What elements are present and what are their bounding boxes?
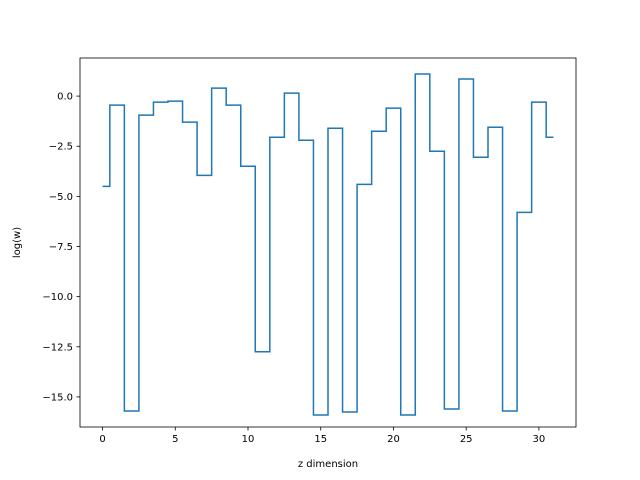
y-tick-label: −5.0	[49, 192, 73, 203]
y-tick-label: −15.0	[42, 392, 73, 403]
x-tick-label: 5	[172, 434, 178, 445]
y-tick-label: −2.5	[49, 142, 73, 153]
x-tick-label: 10	[242, 434, 255, 445]
x-tick-label: 25	[460, 434, 473, 445]
y-tick-label: −10.0	[42, 292, 73, 303]
y-axis: 0.0 −2.5 −5.0 −7.5 −10.0 −12.5 −15.0	[42, 92, 80, 403]
x-tick-label: 15	[314, 434, 327, 445]
x-axis: 0 5 10 15 20 25 30	[99, 427, 545, 445]
y-axis-label: log(w)	[12, 227, 23, 258]
x-tick-label: 20	[387, 434, 400, 445]
plot-area	[102, 73, 554, 416]
x-axis-label: z dimension	[298, 459, 358, 470]
y-tick-label: −12.5	[42, 342, 73, 353]
series-line-0	[102, 73, 554, 416]
y-tick-label: 0.0	[57, 92, 73, 103]
x-tick-label: 30	[533, 434, 546, 445]
y-tick-label: −7.5	[49, 242, 73, 253]
axes-frame	[79, 57, 577, 428]
x-tick-label: 0	[99, 434, 105, 445]
